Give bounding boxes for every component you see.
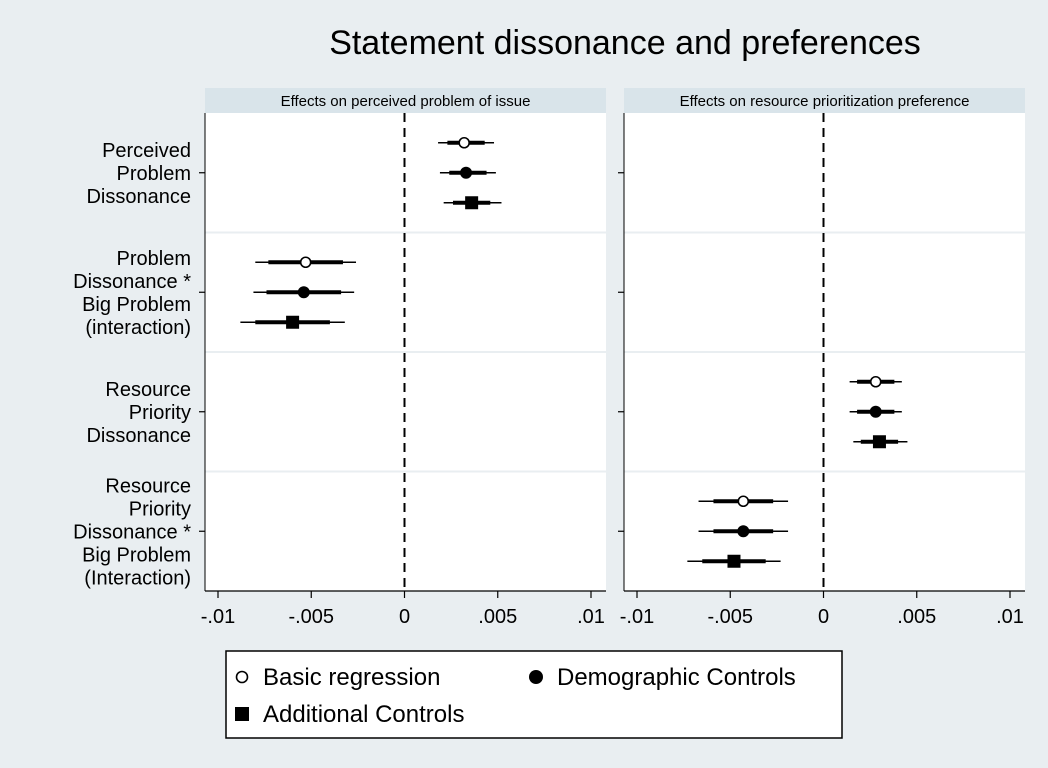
row-label-line: (interaction) xyxy=(85,317,191,339)
estimate-filled-square xyxy=(286,315,300,329)
legend-box xyxy=(225,650,843,739)
row-label-line: (Interaction) xyxy=(84,567,191,589)
legend-label: Additional Controls xyxy=(263,701,464,728)
panel-strip xyxy=(624,88,1025,113)
legend-filled-circle xyxy=(529,670,543,684)
legend-item-0: Basic regression xyxy=(235,664,440,691)
row-label-line: Big Problem xyxy=(82,294,191,316)
row-label-line: Resource xyxy=(105,379,191,401)
estimate-hollow-circle xyxy=(458,136,470,149)
x-tick-label: .005 xyxy=(478,606,517,628)
x-tick-label: -.01 xyxy=(201,606,235,628)
panel-strip xyxy=(205,88,606,113)
row-label-line: Dissonance * xyxy=(73,271,191,293)
panel-0: Effects on perceived problem of issue -.0… xyxy=(199,88,606,628)
legend-filled-square xyxy=(235,707,249,721)
panel-1: Effects on resource prioritization prefe… xyxy=(618,88,1025,628)
row-label-line: Priority xyxy=(129,498,191,520)
estimate-filled-square xyxy=(465,196,479,210)
estimate-filled-square xyxy=(727,554,741,568)
x-tick-label: 0 xyxy=(818,606,829,628)
row-label-line: Dissonance * xyxy=(73,521,191,543)
legend-label: Basic regression xyxy=(263,664,440,691)
estimate-hollow-circle xyxy=(299,256,312,269)
x-tick-label: -.01 xyxy=(620,606,654,628)
panels: Effects on perceived problem of issue -.0… xyxy=(199,88,1025,628)
estimate-filled-circle xyxy=(460,166,473,179)
estimate-filled-square xyxy=(872,435,886,449)
estimate-hollow-circle xyxy=(737,495,750,508)
legend-item-1: Demographic Controls xyxy=(529,664,796,691)
x-tick-label: 0 xyxy=(399,606,410,628)
row-label-line: Dissonance xyxy=(86,425,191,447)
row-label-line: Perceived xyxy=(102,140,191,162)
panel-strip-label: Effects on perceived problem of issue xyxy=(281,93,531,110)
legend-item-2: Additional Controls xyxy=(235,701,464,728)
chart-title: Statement dissonance and preferences xyxy=(329,24,921,62)
x-tick-label: .005 xyxy=(897,606,936,628)
row-label-3: Resource Priority Dissonance * Big Problem(… xyxy=(73,475,191,589)
legend-hollow-circle xyxy=(235,670,249,684)
x-tick-label: -.005 xyxy=(288,606,334,628)
x-tick-label: -.005 xyxy=(707,606,753,628)
estimate-hollow-circle xyxy=(869,375,882,388)
row-label-1: Problem Dissonance * Big Problem (interacti… xyxy=(73,248,191,339)
row-label-line: Problem xyxy=(117,163,191,185)
panel-strip-label: Effects on resource prioritization prefe… xyxy=(680,93,970,110)
row-label-line: Big Problem xyxy=(82,544,191,566)
estimate-filled-circle xyxy=(297,286,310,299)
x-tick-label: .01 xyxy=(577,606,605,628)
row-label-line: Resource xyxy=(105,475,191,497)
row-label-line: Dissonance xyxy=(86,186,191,208)
legend: Basic regression Demographic Controls Addi… xyxy=(225,650,843,739)
row-label-2: Resource Priority Dissonance xyxy=(86,379,191,447)
row-label-line: Problem xyxy=(117,248,191,270)
legend-label: Demographic Controls xyxy=(557,664,796,691)
estimate-filled-circle xyxy=(869,405,882,418)
estimate-filled-circle xyxy=(737,525,750,538)
row-label-line: Priority xyxy=(129,402,191,424)
x-tick-label: .01 xyxy=(996,606,1024,628)
row-label-0: Perceived Problem Dissonance xyxy=(86,140,191,208)
